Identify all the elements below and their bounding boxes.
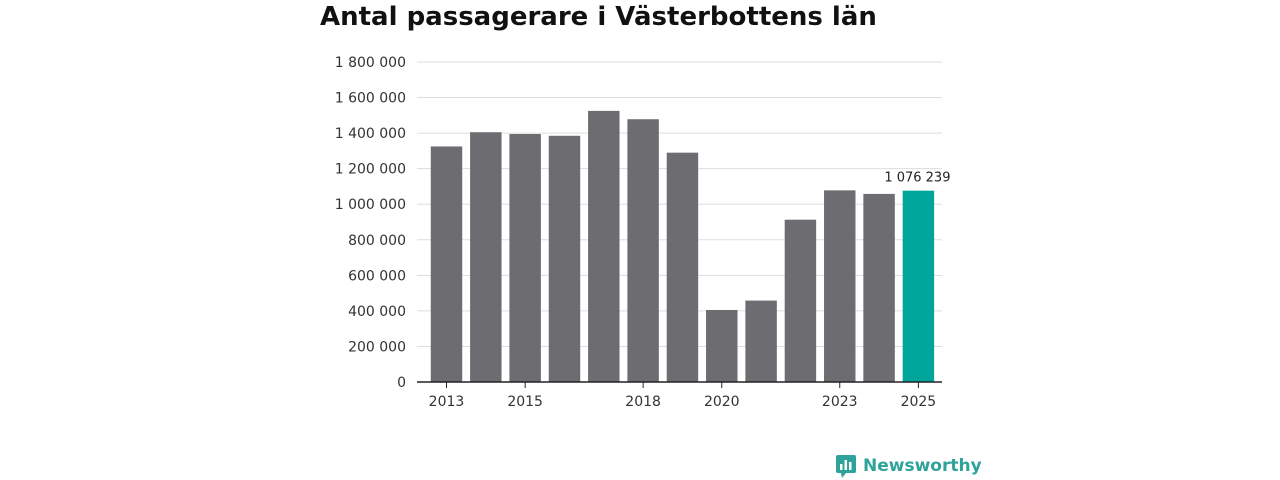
bar-2018 (627, 119, 659, 382)
bar-2016 (548, 135, 581, 382)
x-tick-label: 2025 (901, 394, 937, 410)
x-tick-label: 2023 (822, 394, 858, 410)
bar-2020 (706, 310, 738, 382)
x-axis: 2013 2015 2018 2020 2023 2025 (417, 381, 942, 410)
y-tick-label: 1 200 000 (335, 162, 406, 178)
x-tick-label: 2015 (507, 394, 543, 410)
bar-2025 (902, 190, 935, 382)
highlight-value-label: 1 076 239 (884, 171, 950, 186)
bar-2024 (863, 193, 895, 382)
y-tick-label: 400 000 (348, 304, 406, 320)
y-tick-label: 1 600 000 (335, 91, 406, 107)
bar-2022 (784, 219, 817, 382)
newsworthy-logo-icon (836, 455, 856, 478)
bar-2023 (824, 190, 856, 382)
x-tick-label: 2018 (625, 394, 661, 410)
data-labels: 1 076 239 (884, 171, 950, 186)
y-tick-label: 1 000 000 (335, 197, 406, 213)
y-tick-label: 200 000 (348, 339, 406, 355)
y-tick-label: 600 000 (348, 268, 406, 284)
x-tick-label: 2013 (429, 394, 465, 410)
newsworthy-brand: Newsworthy (835, 454, 982, 478)
y-tick-label: 1 400 000 (335, 126, 406, 142)
bar-2021 (745, 300, 777, 382)
bar-2014 (470, 132, 502, 382)
bar-2013 (430, 146, 463, 382)
chart-title: Antal passagerare i Västerbottens län (320, 2, 877, 32)
y-axis-ticks: 0 200 000 400 000 600 000 800 000 1 000 000 1 … (335, 55, 406, 391)
bar-2015 (509, 134, 541, 382)
bar-2017 (588, 110, 620, 382)
y-tick-label: 0 (397, 375, 406, 391)
bars (430, 110, 935, 382)
bar-2019 (666, 152, 699, 382)
y-tick-label: 800 000 (348, 233, 406, 249)
brand-name: Newsworthy (863, 456, 982, 476)
x-tick-label: 2020 (704, 394, 740, 410)
y-tick-label: 1 800 000 (335, 55, 406, 71)
